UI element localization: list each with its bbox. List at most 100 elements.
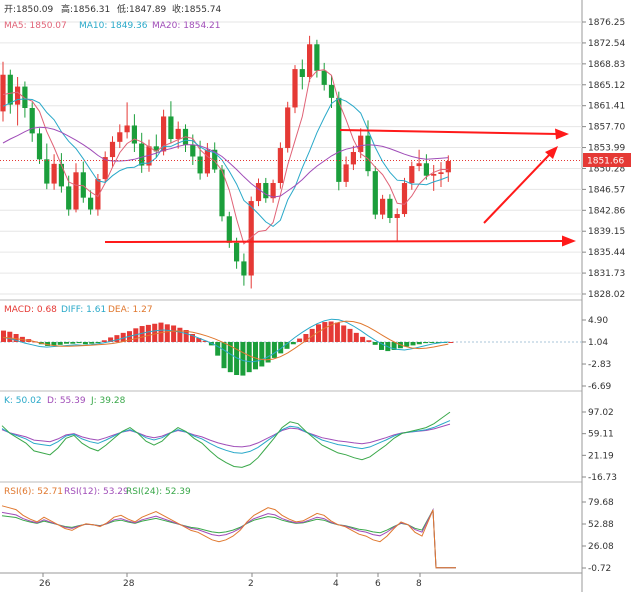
rising-arrow-line	[483, 152, 552, 224]
main-grid	[0, 21, 582, 295]
rsi-tick-label: 26.08	[588, 542, 614, 552]
price-tick-label: 1850.28	[588, 164, 625, 174]
candle-body	[88, 197, 94, 210]
ma20-label: MA20: 1854.21	[152, 21, 220, 31]
candle-body	[219, 169, 225, 217]
macd-bar	[259, 341, 265, 367]
macd-bar	[82, 341, 88, 345]
macd-bar	[366, 340, 372, 342]
macd-bar	[114, 335, 120, 342]
candle-body	[270, 183, 276, 199]
macd-bar	[448, 341, 454, 343]
time-tick-label: 8	[416, 579, 422, 589]
time-axis: 26 28 2 4 6 8	[39, 573, 422, 589]
macd-bar	[101, 340, 107, 342]
candle-body	[321, 70, 327, 85]
time-tick-label: 2	[248, 579, 254, 589]
candle-body	[401, 183, 408, 215]
macd-tick-label: 1.04	[588, 338, 608, 348]
rsi12-line	[1, 507, 456, 569]
macd-bar	[1, 330, 6, 342]
macd-bar	[290, 341, 296, 345]
price-tick-label: 1865.12	[588, 81, 625, 91]
macd-panel: 4.90 1.04 -2.83 -6.69	[0, 316, 612, 392]
macd-bar	[108, 337, 114, 342]
macd-bar	[334, 322, 340, 342]
candle-body	[234, 242, 240, 262]
price-axis: 1876.25 1872.54 1868.83 1865.12 1861.41 1857.…	[582, 18, 625, 300]
rsi-legend: RSI(6): 52.71 RSI(12): 53.29 RSI(24): 52…	[4, 487, 191, 497]
candle-body	[44, 159, 50, 184]
main-legend: 开:1850.09 高:1856.31 低:1847.89 收:1855.74 …	[4, 3, 222, 31]
candle-body	[117, 132, 123, 142]
candle-body	[365, 135, 371, 172]
current-price-tag	[583, 153, 631, 167]
kdj-d-line	[1, 423, 451, 448]
candle-body	[445, 161, 451, 173]
low-label: 低:1847.89	[117, 3, 167, 15]
rsi6-label: RSI(6): 52.71	[4, 487, 63, 497]
rsi6-line	[1, 505, 456, 569]
candle-body	[285, 107, 291, 149]
ma20-line	[2, 126, 449, 198]
price-tick-label: 1846.57	[588, 185, 625, 195]
macd-bar	[45, 341, 51, 346]
kdj-j-line	[1, 411, 451, 468]
candle-body	[66, 186, 72, 210]
rising-arrow-head	[545, 146, 558, 159]
kdj-tick-label: 21.19	[588, 451, 614, 461]
ma5-line	[2, 69, 449, 245]
price-tick-label: 1828.02	[588, 290, 625, 300]
ma10-label: MA10: 1849.36	[79, 21, 148, 31]
candle-body	[161, 116, 167, 152]
macd-bar	[183, 330, 189, 342]
candle-body	[168, 116, 174, 140]
kdj-tick-label: -16.73	[588, 473, 617, 483]
macd-legend: MACD: 0.68 DIFF: 1.61 DEA: 1.27	[4, 305, 153, 315]
macd-bar	[89, 341, 95, 344]
time-tick-label: 4	[333, 579, 339, 589]
macd-bar	[372, 341, 378, 345]
kdj-tick-label: 59.11	[588, 430, 614, 440]
macd-bar	[51, 341, 57, 346]
macd-bar	[240, 341, 246, 376]
candle-body	[263, 183, 269, 199]
macd-bar	[416, 341, 422, 345]
macd-tick-label: 4.90	[588, 316, 608, 326]
resistance-arrow-head	[555, 128, 569, 140]
candle-body	[423, 163, 429, 176]
price-tick-label: 1835.44	[588, 248, 625, 258]
candle-body	[416, 163, 422, 167]
candle-body	[73, 172, 79, 210]
close-label: 收:1855.74	[172, 3, 222, 15]
time-tick-label: 28	[123, 579, 135, 589]
macd-bar	[309, 328, 315, 342]
macd-bar	[57, 341, 63, 345]
candle-body	[387, 198, 393, 218]
high-label: 高:1856.31	[61, 3, 110, 15]
price-tick-label: 1861.41	[588, 102, 625, 112]
macd-bar	[215, 341, 221, 356]
macd-tick-label: -2.83	[588, 360, 611, 370]
macd-bar	[271, 341, 277, 358]
macd-bar	[164, 324, 170, 342]
candle-body	[277, 148, 283, 184]
candle-body	[139, 143, 145, 166]
candle-body	[190, 144, 196, 157]
candle-body	[51, 163, 57, 184]
candle-body	[204, 149, 210, 174]
candle-body	[0, 74, 6, 112]
ma5-label: MA5: 1850.07	[4, 21, 67, 31]
macd-bar	[322, 322, 328, 342]
candle-body	[226, 216, 232, 243]
macd-bar	[190, 334, 195, 342]
time-tick-label: 6	[375, 579, 381, 589]
candle-body	[336, 97, 342, 182]
macd-bar	[7, 331, 13, 342]
macd-bar	[120, 332, 126, 342]
candle-body	[438, 172, 444, 174]
macd-bar	[360, 336, 366, 342]
candle-body	[343, 164, 349, 182]
open-label: 开:1850.09	[4, 4, 54, 15]
